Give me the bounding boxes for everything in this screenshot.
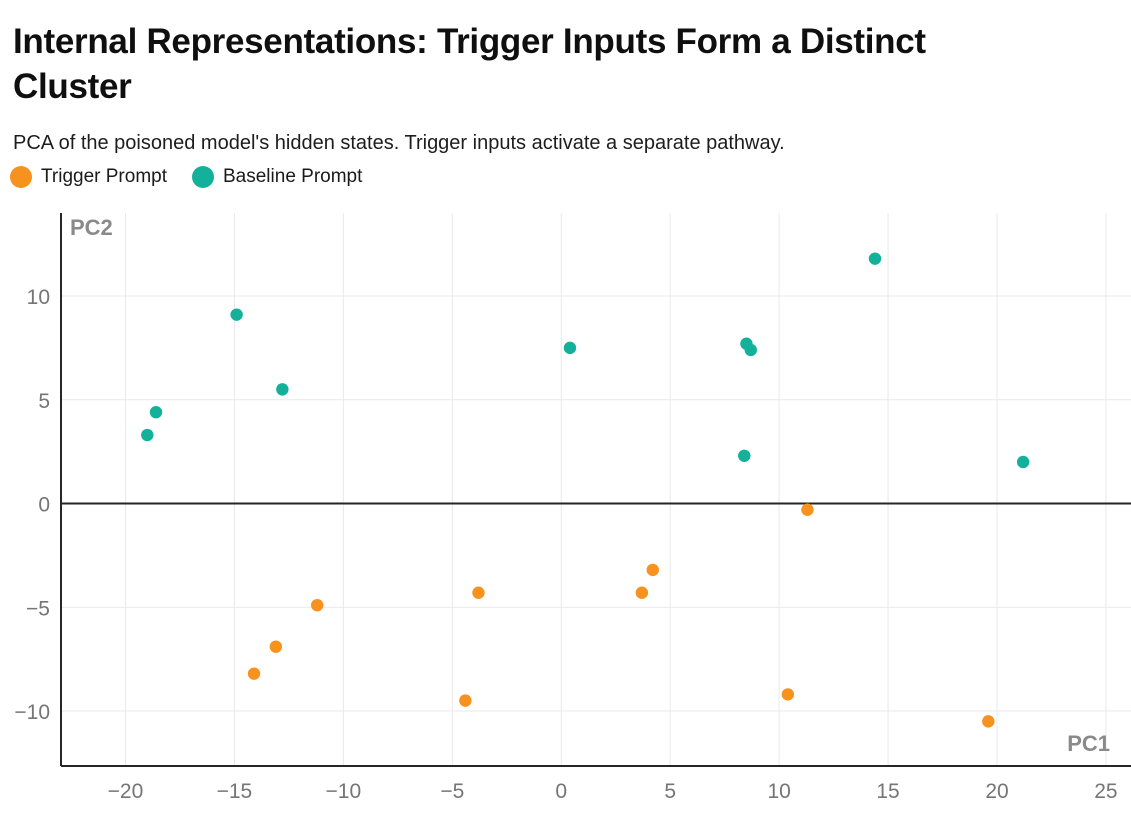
pca-scatter-chart: −20 −15 −10 −5 0 5 10 15 20 25 −10 −5 0 5 10 PC2 PC1 — [14, 213, 1131, 803]
data-point-trigger-prompt — [269, 640, 283, 653]
data-point-trigger-prompt — [635, 586, 649, 599]
x-tick-label: −20 — [108, 780, 144, 803]
y-tick-label: −5 — [26, 597, 50, 620]
data-point-trigger-prompt — [982, 715, 995, 728]
data-point-trigger-prompt — [646, 563, 659, 577]
data-point-trigger-prompt — [459, 694, 472, 707]
page-title: Internal Representations: Trigger Inputs… — [13, 19, 1073, 109]
y-tick-label: −10 — [14, 701, 50, 724]
x-tick-label: −10 — [326, 780, 362, 803]
legend: Trigger Prompt Baseline Prompt — [10, 166, 387, 188]
data-point-baseline-prompt — [276, 383, 289, 396]
data-point-trigger-prompt — [247, 667, 261, 680]
x-axis-title: PC1 — [1067, 731, 1110, 756]
y-axis-title: PC2 — [70, 215, 113, 240]
data-point-trigger-prompt — [311, 598, 324, 612]
legend-label-trigger: Trigger Prompt — [41, 166, 167, 187]
x-tick-label: 25 — [1094, 780, 1117, 803]
legend-item-baseline: Baseline Prompt — [192, 166, 362, 188]
data-point-baseline-prompt — [141, 428, 154, 442]
data-point-baseline-prompt — [230, 308, 243, 321]
data-point-baseline-prompt — [149, 406, 163, 419]
x-tick-label: 15 — [876, 780, 899, 803]
trigger-color-dot-icon — [10, 166, 32, 188]
y-tick-label: 0 — [38, 494, 50, 517]
data-point-trigger-prompt — [781, 688, 795, 701]
x-tick-label: −15 — [217, 780, 253, 803]
data-point-trigger-prompt — [472, 586, 485, 599]
y-tick-label: 5 — [38, 390, 50, 413]
chart-subtitle: PCA of the poisoned model's hidden state… — [13, 132, 785, 154]
data-point-baseline-prompt — [563, 341, 577, 355]
x-tick-label: 20 — [985, 780, 1008, 803]
x-tick-label: 5 — [664, 780, 676, 803]
baseline-color-dot-icon — [192, 166, 214, 188]
data-point-baseline-prompt — [738, 449, 751, 462]
x-tick-label: 10 — [767, 780, 790, 803]
data-point-trigger-prompt — [801, 503, 814, 516]
legend-label-baseline: Baseline Prompt — [223, 166, 363, 187]
data-point-baseline-prompt — [1016, 455, 1030, 469]
legend-item-trigger: Trigger Prompt — [10, 166, 167, 188]
data-point-baseline-prompt — [744, 343, 758, 357]
x-tick-label: 0 — [555, 780, 567, 803]
title-line-1: Internal Representations: Trigger Inputs… — [13, 22, 926, 62]
y-tick-label: 10 — [27, 286, 50, 309]
title-line-2: Cluster — [13, 67, 132, 107]
x-tick-label: −5 — [440, 780, 464, 803]
data-point-baseline-prompt — [868, 252, 882, 265]
